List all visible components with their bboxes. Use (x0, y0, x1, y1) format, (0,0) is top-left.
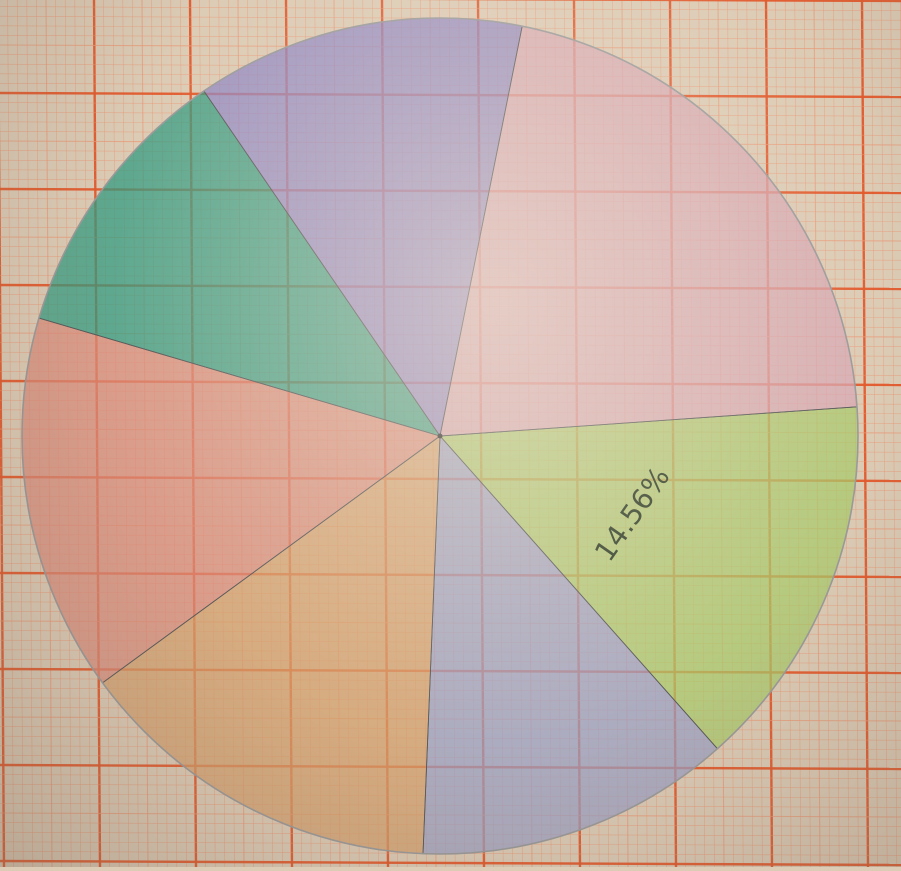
grid-line-vertical (880, 0, 888, 868)
grid-line-vertical (871, 0, 878, 868)
grid-line-vertical (7, 0, 14, 868)
pie-center-point (437, 433, 443, 439)
grid-line-vertical (860, 0, 870, 868)
grid-line-horizontal (405, 0, 901, 3)
grid-line-horizontal (0, 859, 901, 867)
grid-line-vertical (0, 115, 6, 868)
